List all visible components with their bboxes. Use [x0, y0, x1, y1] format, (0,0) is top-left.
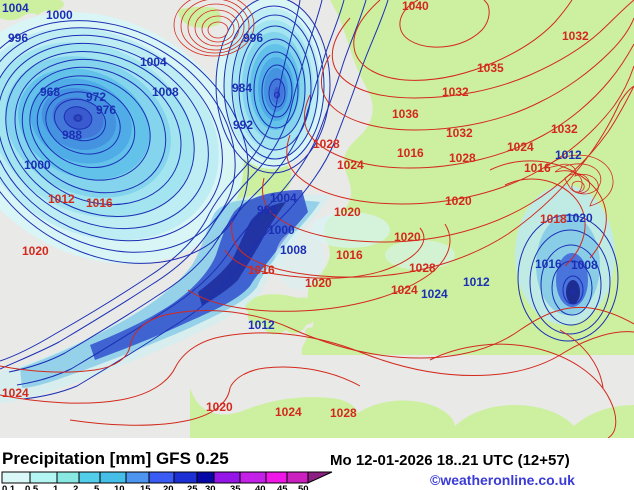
svg-text:25: 25 — [187, 484, 198, 490]
svg-text:1018: 1018 — [540, 212, 567, 226]
svg-text:1024: 1024 — [507, 140, 534, 154]
svg-text:1: 1 — [53, 484, 59, 490]
svg-text:1024: 1024 — [337, 158, 364, 172]
svg-text:1032: 1032 — [442, 85, 469, 99]
svg-text:50: 50 — [298, 484, 309, 490]
svg-text:1000: 1000 — [24, 158, 51, 172]
svg-text:1035: 1035 — [477, 61, 504, 75]
svg-text:35: 35 — [230, 484, 241, 490]
svg-text:1012: 1012 — [463, 275, 490, 289]
svg-text:1024: 1024 — [275, 405, 302, 419]
svg-text:1020: 1020 — [445, 194, 472, 208]
svg-text:1024: 1024 — [2, 386, 29, 400]
svg-text:30: 30 — [205, 484, 216, 490]
svg-text:1040: 1040 — [402, 0, 429, 13]
svg-text:20: 20 — [163, 484, 174, 490]
svg-text:40: 40 — [255, 484, 266, 490]
svg-text:984: 984 — [232, 81, 252, 95]
svg-text:1016: 1016 — [524, 161, 551, 175]
svg-text:996: 996 — [8, 31, 28, 45]
svg-text:996: 996 — [257, 203, 277, 217]
svg-text:1004: 1004 — [140, 55, 167, 69]
svg-text:992: 992 — [233, 118, 253, 132]
svg-text:1032: 1032 — [562, 29, 589, 43]
svg-text:1020: 1020 — [394, 230, 421, 244]
svg-text:1024: 1024 — [391, 283, 418, 297]
svg-text:1028: 1028 — [449, 151, 476, 165]
svg-text:1020: 1020 — [334, 205, 361, 219]
svg-text:1012: 1012 — [48, 192, 75, 206]
svg-text:1012: 1012 — [248, 318, 275, 332]
svg-text:1008: 1008 — [152, 85, 179, 99]
svg-text:1000: 1000 — [46, 8, 73, 22]
svg-text:988: 988 — [62, 128, 82, 142]
svg-text:1000: 1000 — [268, 223, 295, 237]
svg-text:45: 45 — [277, 484, 288, 490]
svg-text:1016: 1016 — [397, 146, 424, 160]
svg-text:972: 972 — [86, 90, 106, 104]
svg-text:1008: 1008 — [571, 258, 598, 272]
svg-text:1032: 1032 — [446, 126, 473, 140]
svg-text:976: 976 — [96, 103, 116, 117]
svg-text:1036: 1036 — [392, 107, 419, 121]
svg-text:996: 996 — [243, 31, 263, 45]
svg-text:968: 968 — [40, 85, 60, 99]
svg-text:1028: 1028 — [313, 137, 340, 151]
svg-text:1016: 1016 — [86, 196, 113, 210]
svg-text:1032: 1032 — [551, 122, 578, 136]
svg-text:1028: 1028 — [409, 261, 436, 275]
svg-text:1020: 1020 — [566, 211, 593, 225]
svg-text:1008: 1008 — [280, 243, 307, 257]
svg-text:5: 5 — [94, 484, 100, 490]
svg-text:1028: 1028 — [330, 406, 357, 420]
svg-text:1020: 1020 — [305, 276, 332, 290]
svg-text:1024: 1024 — [421, 287, 448, 301]
svg-text:10: 10 — [114, 484, 125, 490]
svg-text:1016: 1016 — [248, 263, 275, 277]
svg-text:1020: 1020 — [22, 244, 49, 258]
svg-text:1004: 1004 — [2, 1, 29, 15]
svg-text:2: 2 — [73, 484, 78, 490]
svg-text:1016: 1016 — [336, 248, 363, 262]
svg-text:1020: 1020 — [206, 400, 233, 414]
svg-text:1016: 1016 — [535, 257, 562, 271]
svg-text:15: 15 — [140, 484, 151, 490]
svg-text:0.5: 0.5 — [25, 484, 39, 490]
svg-text:1012: 1012 — [555, 148, 582, 162]
svg-text:0.1: 0.1 — [2, 484, 16, 490]
